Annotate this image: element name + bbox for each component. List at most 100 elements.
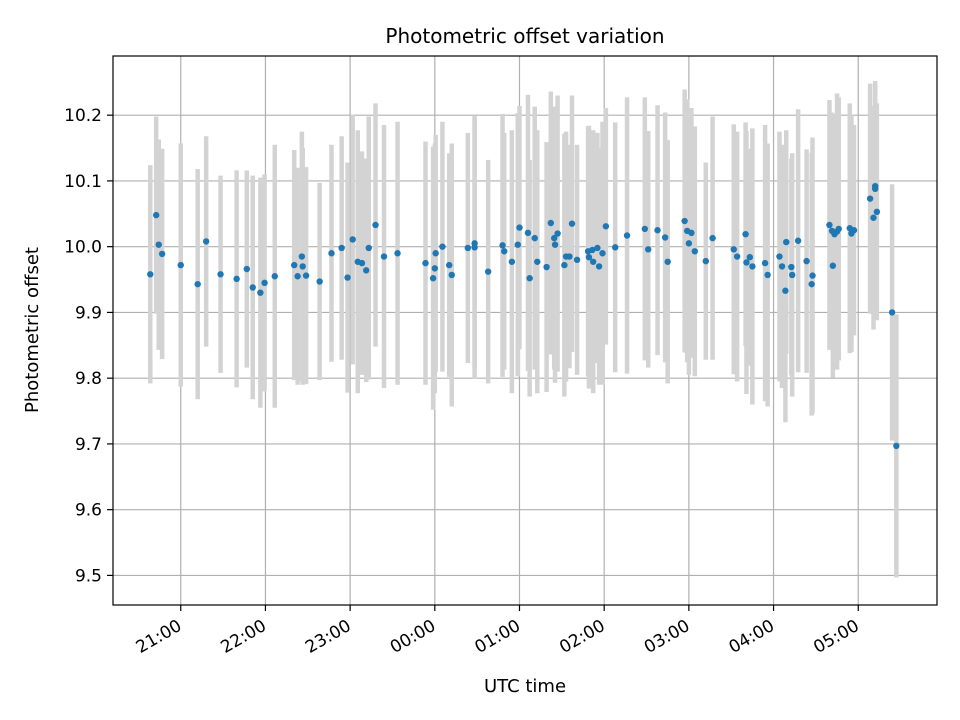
data-point	[595, 263, 603, 270]
data-point	[501, 248, 508, 255]
data-point	[554, 230, 561, 237]
data-point	[291, 261, 298, 269]
data-point	[271, 273, 278, 280]
data-point	[685, 240, 693, 247]
data-point	[585, 253, 593, 261]
data-point	[394, 250, 401, 257]
data-point	[782, 287, 789, 294]
data-point	[261, 279, 268, 287]
data-point	[709, 234, 716, 242]
data-point	[888, 309, 896, 316]
data-point	[432, 250, 439, 257]
data-point	[233, 275, 240, 283]
data-point	[543, 263, 550, 271]
data-point	[249, 284, 256, 291]
data-point	[645, 246, 652, 253]
data-point	[746, 253, 754, 261]
data-point	[776, 253, 783, 260]
data-point	[328, 250, 335, 257]
y-tick-label: 9.6	[75, 501, 102, 521]
data-point	[809, 272, 816, 279]
data-point	[299, 263, 306, 270]
data-point	[681, 217, 688, 225]
y-tick-label: 9.7	[75, 435, 102, 455]
x-axis-title: UTC time	[484, 676, 566, 697]
data-point	[788, 271, 796, 279]
data-point	[688, 229, 695, 237]
data-point	[871, 185, 879, 193]
data-point	[551, 234, 558, 242]
data-point	[514, 241, 522, 248]
data-point	[158, 250, 166, 258]
data-point	[602, 223, 610, 230]
data-point	[589, 258, 597, 265]
data-point	[380, 253, 388, 260]
data-point	[526, 275, 533, 282]
data-point	[429, 275, 437, 282]
data-point	[594, 244, 601, 252]
data-point	[439, 243, 446, 250]
data-point	[761, 259, 769, 267]
data-point	[808, 280, 815, 288]
data-point	[661, 234, 669, 241]
data-point	[691, 248, 698, 255]
data-point	[152, 211, 160, 219]
data-point	[551, 241, 559, 248]
data-point	[349, 236, 356, 243]
y-tick-label: 10.0	[64, 238, 102, 258]
data-point	[749, 263, 756, 270]
data-point	[372, 221, 379, 229]
data-point	[316, 278, 323, 285]
data-point	[850, 227, 858, 234]
data-point	[531, 234, 538, 242]
plot-area-frame	[112, 55, 938, 606]
data-point	[730, 246, 737, 253]
data-point	[835, 225, 842, 233]
data-point	[508, 258, 516, 265]
data-point	[298, 253, 306, 260]
data-point	[794, 237, 802, 244]
data-point	[873, 208, 881, 216]
y-tick-label: 10.1	[64, 172, 102, 192]
data-points	[147, 182, 900, 450]
data-point	[826, 221, 833, 229]
y-tick-label: 9.5	[75, 566, 102, 586]
data-point	[829, 262, 837, 269]
data-point	[217, 271, 224, 278]
data-point	[499, 242, 506, 249]
data-point	[788, 263, 795, 271]
data-point	[641, 225, 649, 233]
data-point	[611, 244, 619, 251]
data-point	[302, 272, 310, 279]
data-point	[573, 256, 581, 264]
data-point	[358, 259, 366, 267]
data-point	[155, 241, 162, 248]
y-axis-ticks: 9.5 9.6 9.7 9.8 9.9 10.0 10.1 10.2	[64, 106, 113, 586]
y-axis-title: Photometric offset	[22, 247, 43, 413]
data-point	[566, 253, 573, 260]
data-point	[257, 289, 264, 296]
data-point	[870, 214, 877, 221]
data-point	[338, 244, 345, 252]
data-point	[664, 258, 671, 265]
data-point	[516, 224, 523, 231]
data-point	[778, 263, 786, 270]
chart-title: Photometric offset variation	[385, 24, 664, 48]
data-point	[534, 258, 541, 265]
data-point	[654, 227, 661, 234]
data-point	[743, 259, 750, 266]
data-point	[733, 253, 741, 260]
y-tick-label: 9.8	[75, 369, 102, 389]
data-point	[194, 280, 201, 288]
y-tick-label: 9.9	[75, 303, 102, 323]
data-point	[446, 261, 453, 269]
data-point	[702, 257, 710, 265]
data-point	[431, 265, 439, 272]
data-point	[783, 238, 790, 246]
data-point	[893, 442, 900, 450]
data-point	[764, 271, 771, 279]
data-point	[866, 195, 874, 202]
data-point	[177, 261, 184, 269]
data-point	[484, 268, 492, 275]
data-point	[365, 244, 372, 252]
